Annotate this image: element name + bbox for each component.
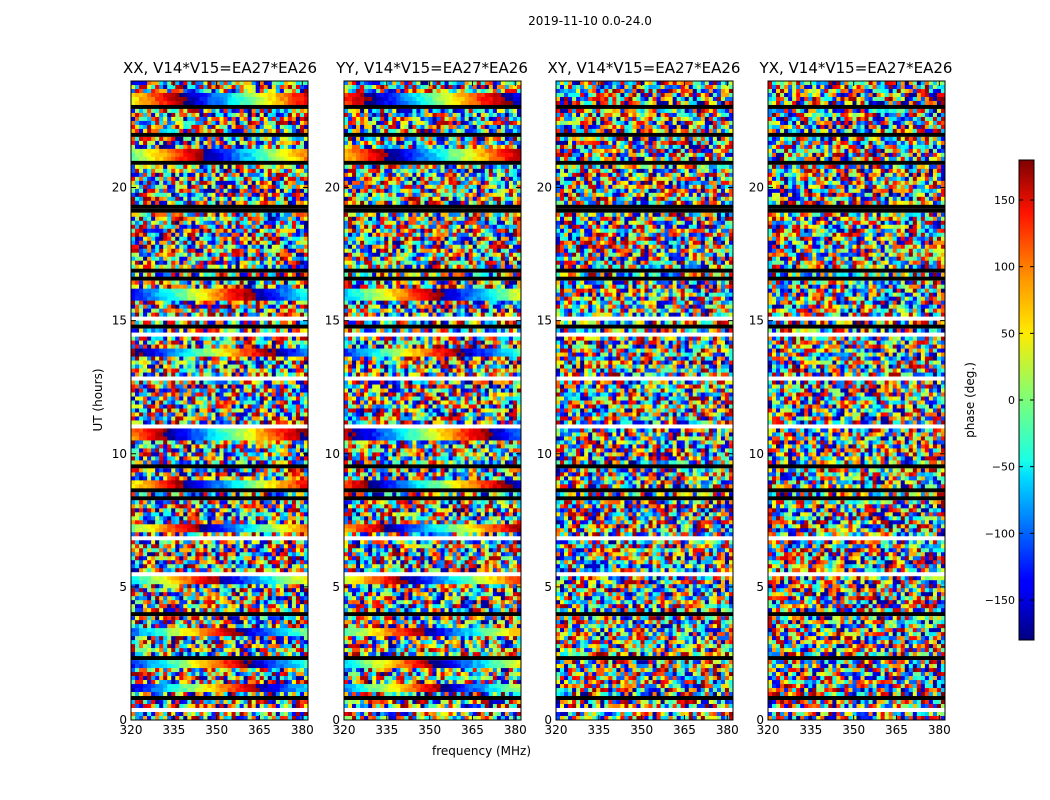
figure-title: 2019-11-10 0.0-24.0: [0, 14, 1050, 28]
y-tick-label: 15: [325, 314, 340, 328]
x-tick-label: 320: [333, 723, 356, 737]
y-tick-label: 0: [332, 713, 340, 727]
y-tick-label: 20: [749, 181, 764, 195]
y-tick-label: 20: [112, 181, 127, 195]
x-tick-label: 350: [205, 723, 228, 737]
panel-frame: [555, 80, 734, 721]
x-tick-label: 320: [757, 723, 780, 737]
x-tick-label: 335: [587, 723, 610, 737]
panel-title-yx: YX, V14*V15=EA27*EA26: [746, 59, 966, 77]
y-tick-label: 10: [537, 447, 552, 461]
colorbar-tick-label: 0: [1008, 394, 1015, 407]
x-tick-label: 350: [418, 723, 441, 737]
y-tick-label: 5: [544, 580, 552, 594]
x-tick-label: 350: [630, 723, 653, 737]
x-tick-label: 365: [673, 723, 696, 737]
x-tick-label: 380: [291, 723, 314, 737]
panel-title-xx: XX, V14*V15=EA27*EA26: [110, 59, 330, 77]
panel-yx: [768, 81, 946, 721]
x-tick-label: 320: [120, 723, 143, 737]
colorbar-tick-label: 150: [994, 194, 1015, 207]
x-tick-label: 350: [842, 723, 865, 737]
y-tick-label: 20: [325, 181, 340, 195]
y-tick-label: 0: [756, 713, 764, 727]
y-tick-label: 5: [756, 580, 764, 594]
y-tick-label: 5: [332, 580, 340, 594]
y-tick-label: 10: [749, 447, 764, 461]
x-tick-label: 365: [248, 723, 271, 737]
colorbar-tick-label: 100: [994, 261, 1015, 274]
panel-frame: [130, 80, 309, 721]
y-tick-label: 0: [544, 713, 552, 727]
colorbar-tick-label: −100: [985, 527, 1015, 540]
y-tick-label: 10: [325, 447, 340, 461]
panel-title-yy: YY, V14*V15=EA27*EA26: [322, 59, 542, 77]
y-tick-label: 15: [749, 314, 764, 328]
y-tick-label: 20: [537, 181, 552, 195]
x-tick-label: 335: [162, 723, 185, 737]
panel-yy: [344, 81, 522, 721]
panel-xy: [556, 81, 734, 721]
x-tick-label: 380: [504, 723, 527, 737]
y-tick-label: 10: [112, 447, 127, 461]
panel-frame: [767, 80, 946, 721]
colorbar-tick-label: −150: [985, 594, 1015, 607]
y-tick-label: 0: [119, 713, 127, 727]
y-tick-label: 15: [537, 314, 552, 328]
x-tick-label: 335: [799, 723, 822, 737]
x-tick-label: 365: [461, 723, 484, 737]
colorbar-tick-label: −50: [992, 461, 1015, 474]
x-tick-label: 320: [545, 723, 568, 737]
x-tick-label: 380: [716, 723, 739, 737]
y-tick-label: 5: [119, 580, 127, 594]
panel-title-xy: XY, V14*V15=EA27*EA26: [534, 59, 754, 77]
panel-frame: [343, 80, 522, 721]
x-tick-label: 380: [928, 723, 951, 737]
y-tick-label: 15: [112, 314, 127, 328]
panel-xx: [131, 81, 309, 721]
x-axis-label: frequency (MHz): [432, 744, 632, 758]
x-tick-label: 365: [885, 723, 908, 737]
colorbar-tick-label: 50: [1001, 327, 1015, 340]
x-tick-label: 335: [375, 723, 398, 737]
